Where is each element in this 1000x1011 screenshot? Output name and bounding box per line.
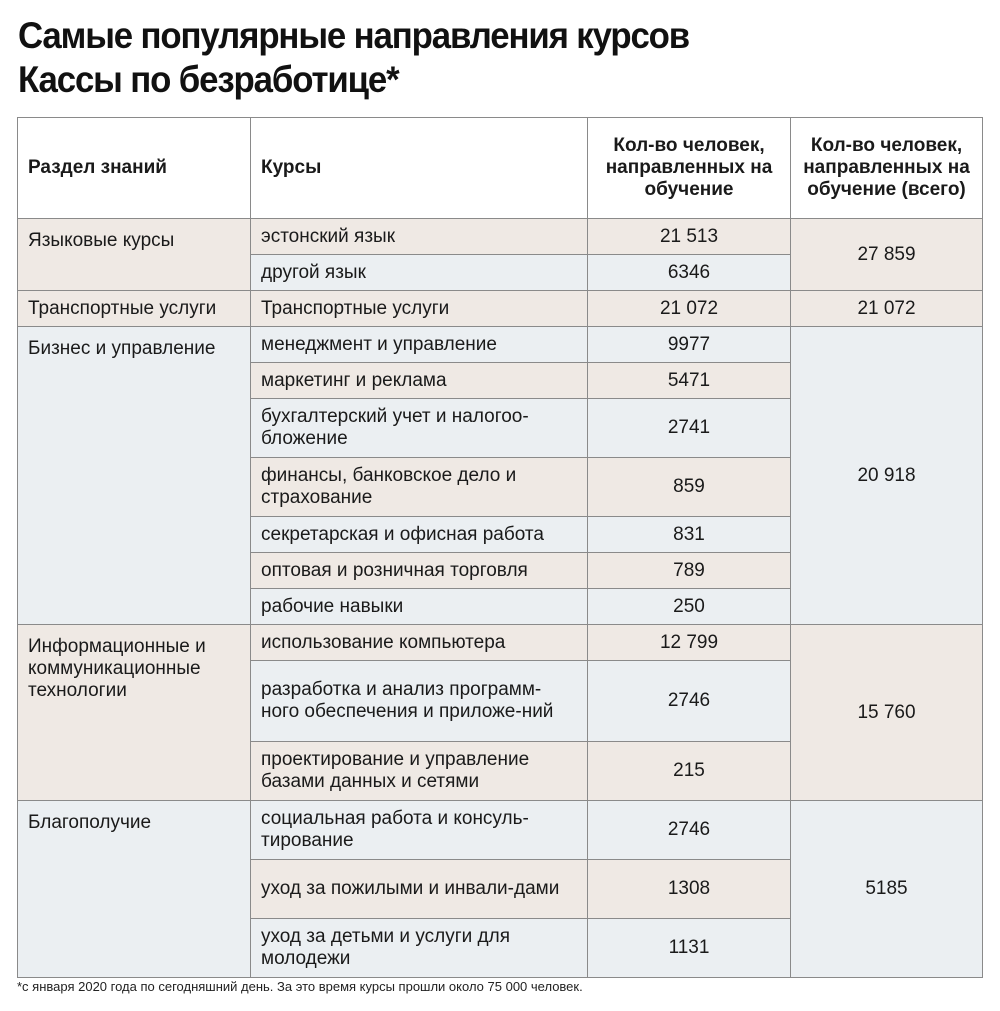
footnote: *с января 2020 года по сегодняшний день.… — [17, 979, 583, 994]
course-cell: разработка и анализ программ-ного обеспе… — [250, 660, 588, 742]
table-row: оптовая и розничная торговля 789 — [18, 552, 983, 589]
header-count: Кол-во человек, направленных на обучение — [587, 117, 791, 219]
table-row: проектирование и управление базами данны… — [18, 741, 983, 801]
course-cell: эстонский язык — [250, 218, 588, 255]
courses-table: Раздел знаний Курсы Кол-во человек, напр… — [17, 117, 983, 978]
total-cell: 5185 — [790, 800, 983, 978]
total-cell: 21 072 — [790, 290, 983, 327]
count-cell: 831 — [587, 516, 791, 553]
table-row: Бизнес и управление менеджмент и управле… — [17, 326, 983, 625]
table-row: Информационные и коммуникационные технол… — [17, 624, 983, 801]
count-cell: 789 — [587, 552, 791, 589]
table-row: другой язык 6346 — [18, 254, 983, 291]
table-row: рабочие навыки 250 — [18, 588, 983, 625]
section-cell: Языковые курсы — [17, 218, 251, 291]
count-cell: 1308 — [587, 859, 791, 919]
section-cell: Бизнес и управление — [17, 326, 251, 625]
table-row: уход за детьми и услуги для молодежи 113… — [18, 918, 983, 978]
count-cell: 2746 — [587, 800, 791, 860]
count-cell: 215 — [587, 741, 791, 801]
title-line-1: Самые популярные направления курсов — [18, 15, 690, 56]
course-cell: социальная работа и консуль-тирование — [250, 800, 588, 860]
table-header-row: Раздел знаний Курсы Кол-во человек, напр… — [17, 117, 983, 219]
count-cell: 21 513 — [587, 218, 791, 255]
course-cell: менеджмент и управление — [250, 326, 588, 363]
course-cell: использование компьютера — [250, 624, 588, 661]
table-row: секретарская и офисная работа 831 — [18, 516, 983, 553]
table-row: разработка и анализ программ-ного обеспе… — [18, 660, 983, 742]
count-cell: 250 — [587, 588, 791, 625]
count-cell: 5471 — [587, 362, 791, 399]
course-cell: финансы, банковское дело и страхование — [250, 457, 588, 517]
count-cell: 2746 — [587, 660, 791, 742]
table-row: уход за пожилыми и инвали-дами 1308 — [18, 859, 983, 919]
header-total: Кол-во человек, направленных на обучение… — [790, 117, 983, 219]
total-cell: 15 760 — [790, 624, 983, 801]
table-row: бухгалтерский учет и налогоо-бложение 27… — [18, 398, 983, 458]
count-cell: 9977 — [587, 326, 791, 363]
table-row: финансы, банковское дело и страхование 8… — [18, 457, 983, 517]
course-cell: секретарская и офисная работа — [250, 516, 588, 553]
title-line-2: Кассы по безработице* — [18, 59, 400, 100]
count-cell: 12 799 — [587, 624, 791, 661]
course-cell: Транспортные услуги — [250, 290, 588, 327]
table-row: Языковые курсы эстонский язык 21 513 27 … — [17, 218, 983, 291]
course-cell: другой язык — [250, 254, 588, 291]
count-cell: 6346 — [587, 254, 791, 291]
count-cell: 859 — [587, 457, 791, 517]
page-title: Самые популярные направления курсов Касс… — [18, 14, 690, 102]
course-cell: маркетинг и реклама — [250, 362, 588, 399]
section-cell: Транспортные услуги — [17, 290, 251, 327]
course-cell: рабочие навыки — [250, 588, 588, 625]
course-cell: проектирование и управление базами данны… — [250, 741, 588, 801]
table-row: Транспортные услуги Транспортные услуги … — [17, 290, 983, 327]
count-cell: 1131 — [587, 918, 791, 978]
course-cell: уход за детьми и услуги для молодежи — [250, 918, 588, 978]
section-cell: Благополучие — [17, 800, 251, 978]
total-cell: 27 859 — [790, 218, 983, 291]
course-cell: оптовая и розничная торговля — [250, 552, 588, 589]
total-cell: 20 918 — [790, 326, 983, 625]
header-section: Раздел знаний — [17, 117, 251, 219]
count-cell: 21 072 — [587, 290, 791, 327]
course-cell: бухгалтерский учет и налогоо-бложение — [250, 398, 588, 458]
course-cell: уход за пожилыми и инвали-дами — [250, 859, 588, 919]
count-cell: 2741 — [587, 398, 791, 458]
section-cell: Информационные и коммуникационные технол… — [17, 624, 251, 801]
header-courses: Курсы — [250, 117, 588, 219]
table-row: Благополучие социальная работа и консуль… — [17, 800, 983, 978]
